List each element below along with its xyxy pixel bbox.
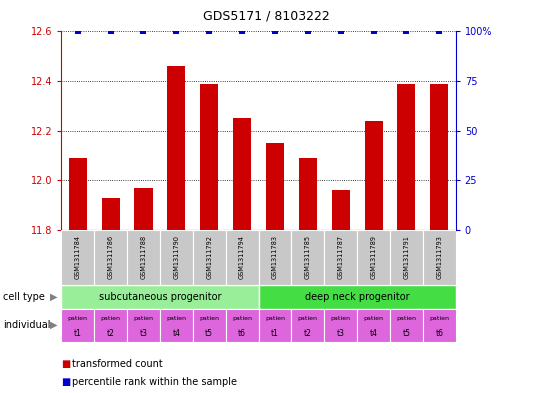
Text: ■: ■ <box>61 377 70 387</box>
Bar <box>160 309 193 342</box>
Bar <box>127 230 160 285</box>
Text: t4: t4 <box>172 329 180 338</box>
Point <box>271 28 279 35</box>
Text: GSM1311794: GSM1311794 <box>239 235 245 279</box>
Bar <box>61 285 259 309</box>
Bar <box>61 230 94 285</box>
Text: patien: patien <box>133 316 154 321</box>
Text: t3: t3 <box>337 329 345 338</box>
Bar <box>193 309 225 342</box>
Bar <box>102 198 119 230</box>
Text: patien: patien <box>232 316 252 321</box>
Bar <box>61 309 94 342</box>
Text: t3: t3 <box>140 329 148 338</box>
Point <box>172 28 181 35</box>
Point <box>435 28 443 35</box>
Point <box>205 28 213 35</box>
Text: GSM1311784: GSM1311784 <box>75 235 80 279</box>
Text: t6: t6 <box>435 329 443 338</box>
Text: GSM1311785: GSM1311785 <box>305 235 311 279</box>
Bar <box>127 309 160 342</box>
Text: GSM1311792: GSM1311792 <box>206 235 212 279</box>
Point <box>74 28 82 35</box>
Text: ▶: ▶ <box>50 320 58 330</box>
Bar <box>259 230 292 285</box>
Text: patien: patien <box>199 316 219 321</box>
Bar <box>423 309 456 342</box>
Text: patien: patien <box>265 316 285 321</box>
Bar <box>167 66 185 230</box>
Bar <box>390 230 423 285</box>
Text: GSM1311783: GSM1311783 <box>272 235 278 279</box>
Text: patien: patien <box>166 316 187 321</box>
Bar <box>225 309 259 342</box>
Bar <box>292 230 324 285</box>
Bar <box>225 230 259 285</box>
Text: t1: t1 <box>271 329 279 338</box>
Text: individual: individual <box>3 320 50 330</box>
Bar <box>324 309 357 342</box>
Bar <box>292 309 324 342</box>
Bar <box>94 309 127 342</box>
Text: deep neck progenitor: deep neck progenitor <box>305 292 409 302</box>
Bar <box>259 285 456 309</box>
Text: t5: t5 <box>402 329 410 338</box>
Point <box>369 28 378 35</box>
Bar <box>193 230 225 285</box>
Text: t4: t4 <box>369 329 377 338</box>
Bar <box>266 143 284 230</box>
Bar <box>134 188 152 230</box>
Bar <box>324 230 357 285</box>
Point <box>336 28 345 35</box>
Bar <box>200 84 218 230</box>
Text: patien: patien <box>298 316 318 321</box>
Text: ■: ■ <box>61 358 70 369</box>
Text: GSM1311790: GSM1311790 <box>173 235 179 279</box>
Bar <box>299 158 317 230</box>
Bar <box>357 309 390 342</box>
Text: patien: patien <box>330 316 351 321</box>
Text: GSM1311786: GSM1311786 <box>108 235 114 279</box>
Text: t1: t1 <box>74 329 82 338</box>
Bar <box>94 230 127 285</box>
Text: patien: patien <box>101 316 120 321</box>
Text: t6: t6 <box>238 329 246 338</box>
Bar <box>233 118 251 230</box>
Text: GSM1311793: GSM1311793 <box>437 235 442 279</box>
Bar <box>357 230 390 285</box>
Bar <box>365 121 383 230</box>
Bar <box>332 190 350 230</box>
Point <box>106 28 115 35</box>
Text: cell type: cell type <box>3 292 45 302</box>
Text: patien: patien <box>68 316 88 321</box>
Bar <box>160 230 193 285</box>
Text: GSM1311789: GSM1311789 <box>370 235 376 279</box>
Text: subcutaneous progenitor: subcutaneous progenitor <box>99 292 221 302</box>
Text: GSM1311787: GSM1311787 <box>338 235 344 279</box>
Text: GSM1311791: GSM1311791 <box>403 235 409 279</box>
Bar <box>430 84 448 230</box>
Point <box>402 28 410 35</box>
Text: patien: patien <box>429 316 449 321</box>
Text: ▶: ▶ <box>50 292 58 302</box>
Text: transformed count: transformed count <box>72 358 163 369</box>
Text: percentile rank within the sample: percentile rank within the sample <box>72 377 237 387</box>
Text: GSM1311788: GSM1311788 <box>141 235 147 279</box>
Bar <box>390 309 423 342</box>
Bar <box>69 158 87 230</box>
Bar <box>259 309 292 342</box>
Text: t2: t2 <box>304 329 312 338</box>
Text: patien: patien <box>364 316 384 321</box>
Text: patien: patien <box>397 316 416 321</box>
Point <box>238 28 246 35</box>
Bar <box>398 84 415 230</box>
Text: GDS5171 / 8103222: GDS5171 / 8103222 <box>203 10 330 23</box>
Bar <box>423 230 456 285</box>
Point <box>139 28 148 35</box>
Text: t2: t2 <box>107 329 115 338</box>
Text: t5: t5 <box>205 329 213 338</box>
Point <box>303 28 312 35</box>
